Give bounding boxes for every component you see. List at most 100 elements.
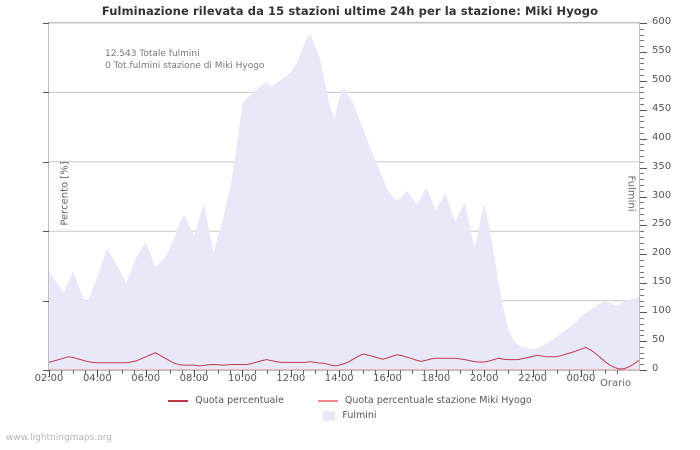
y-axis-right-minor-tick <box>640 242 644 244</box>
x-axis-minor-tick <box>423 370 425 374</box>
x-axis-tick-mark <box>49 370 50 377</box>
y-axis-left-tick-mark <box>43 23 49 24</box>
y-axis-right-minor-tick <box>640 265 644 267</box>
legend-item-fulmini[interactable]: Fulmini <box>323 410 377 421</box>
y-axis-right-minor-tick <box>640 358 644 360</box>
y-axis-left-label: Percento [%] <box>59 161 71 226</box>
x-axis-tick-mark <box>290 370 292 377</box>
x-axis-tick-label: 20:00 <box>469 373 499 384</box>
x-axis-tick-label: 12:00 <box>276 373 306 384</box>
y-axis-right-tick-mark <box>640 109 647 111</box>
y-axis-right-minor-tick <box>640 69 644 71</box>
x-axis-minor-tick <box>109 370 111 374</box>
x-axis-minor-tick <box>327 370 329 374</box>
chart-legend: Quota percentuale Quota percentuale staz… <box>0 393 700 423</box>
y-axis-right-tick-mark <box>640 23 647 24</box>
y-axis-right-tick-mark <box>640 80 647 82</box>
y-axis-right-minor-tick <box>640 46 644 48</box>
x-axis-minor-tick <box>85 370 87 374</box>
x-axis-minor-tick <box>399 370 401 374</box>
x-axis-tick-mark <box>532 370 534 377</box>
x-axis-tick-label: 08:00 <box>179 373 209 384</box>
x-axis-tick-mark <box>484 370 486 377</box>
x-axis-minor-tick <box>73 370 75 374</box>
x-axis-tick-mark <box>194 370 196 377</box>
y-axis-right-tick-mark <box>640 341 647 343</box>
y-axis-right-minor-tick <box>640 115 644 117</box>
y-axis-right-tick-label: 400 <box>652 131 672 143</box>
y-axis-right-tick-mark <box>640 254 647 256</box>
y-axis-right-minor-tick <box>640 346 644 348</box>
y-axis-right-minor-tick <box>640 277 644 279</box>
y-axis-right-minor-tick <box>640 57 644 59</box>
x-axis-tick-mark <box>339 370 341 377</box>
y-axis-right-tick-label: 200 <box>652 247 672 259</box>
y-axis-right-tick-mark <box>640 225 647 227</box>
y-axis-right-minor-tick <box>640 156 644 158</box>
x-axis-minor-tick <box>508 370 510 374</box>
x-axis-minor-tick <box>556 370 558 374</box>
x-axis-minor-tick <box>254 370 256 374</box>
y-axis-right-minor-tick <box>640 92 644 94</box>
y-axis-right-minor-tick <box>640 86 644 88</box>
legend-swatch-line-icon <box>168 399 189 402</box>
y-axis-right-tick-label: 300 <box>652 189 672 201</box>
y-axis-right-tick-label: 50 <box>652 334 665 346</box>
legend-row-top: Quota percentuale Quota percentuale staz… <box>0 393 700 408</box>
x-axis-minor-tick <box>157 370 159 374</box>
y-axis-right-minor-tick <box>640 202 644 204</box>
y-axis-right-minor-tick <box>640 213 644 215</box>
y-axis-right-minor-tick <box>640 173 644 175</box>
y-axis-right-minor-tick <box>640 127 644 129</box>
y-axis-right-minor-tick <box>640 103 644 105</box>
y-axis-right-minor-tick <box>640 335 644 337</box>
y-axis-right-minor-tick <box>640 190 644 192</box>
x-axis-minor-tick <box>496 370 498 374</box>
annotation-total-strikes: 12.543 Totale fulmini <box>105 49 200 59</box>
y-axis-right-tick-mark <box>640 283 647 285</box>
legend-item-quota-percentuale[interactable]: Quota percentuale <box>168 395 284 406</box>
y-axis-right-tick-mark <box>640 196 647 198</box>
chart-title: Fulminazione rilevata da 15 stazioni ult… <box>101 4 599 18</box>
y-axis-right-tick-mark <box>640 138 647 140</box>
x-axis-tick-mark <box>435 370 437 377</box>
y-axis-right-tick-mark <box>640 312 647 314</box>
x-axis-minor-tick <box>593 370 595 374</box>
y-axis-right-minor-tick <box>640 184 644 186</box>
y-axis-right-minor-tick <box>640 40 644 42</box>
x-axis-minor-tick <box>266 370 268 374</box>
x-axis-minor-tick <box>181 370 183 374</box>
y-axis-right-minor-tick <box>640 132 644 134</box>
x-axis-tick-label: 16:00 <box>373 373 402 384</box>
legend-label: Quota percentuale stazione Miki Hyogo <box>344 395 532 406</box>
x-axis-minor-tick <box>61 370 63 374</box>
y-axis-right-minor-tick <box>640 179 644 181</box>
x-axis-tick-label: 00:00 <box>566 373 596 384</box>
legend-swatch-area-icon <box>323 410 336 421</box>
x-axis-minor-tick <box>278 370 280 374</box>
y-axis-right-minor-tick <box>640 294 644 296</box>
x-axis-minor-tick <box>617 370 619 374</box>
y-axis-left-tick-mark <box>43 370 49 371</box>
legend-label: Fulmini <box>342 410 377 421</box>
x-axis-tick-label: 02:00 <box>34 373 64 384</box>
x-axis-minor-tick <box>169 370 171 374</box>
y-axis-right-minor-tick <box>640 271 644 273</box>
x-axis-minor-tick <box>230 370 232 374</box>
x-axis-tick-label: 18:00 <box>421 373 451 384</box>
x-axis-tick-label: 10:00 <box>228 373 257 384</box>
legend-item-quota-percentuale-stazione[interactable]: Quota percentuale stazione Miki Hyogo <box>317 395 532 406</box>
x-axis-tick-mark <box>242 370 244 377</box>
y-axis-right-tick-label: 150 <box>652 276 672 288</box>
y-axis-right-minor-tick <box>640 352 644 354</box>
y-axis-right-minor-tick <box>640 63 644 65</box>
y-axis-right-minor-tick <box>640 161 644 163</box>
x-axis-minor-tick <box>133 370 135 374</box>
plot-svg <box>49 23 639 370</box>
y-axis-right-minor-tick <box>640 121 644 123</box>
y-axis-right-tick-label: 250 <box>652 218 672 230</box>
y-axis-right-tick-label: 350 <box>652 160 672 172</box>
y-axis-right-minor-tick <box>640 323 644 325</box>
x-axis-minor-tick <box>375 370 377 374</box>
annotation-station-strikes: 0 Tot.fulmini stazione di Miki Hyogo <box>105 61 265 71</box>
